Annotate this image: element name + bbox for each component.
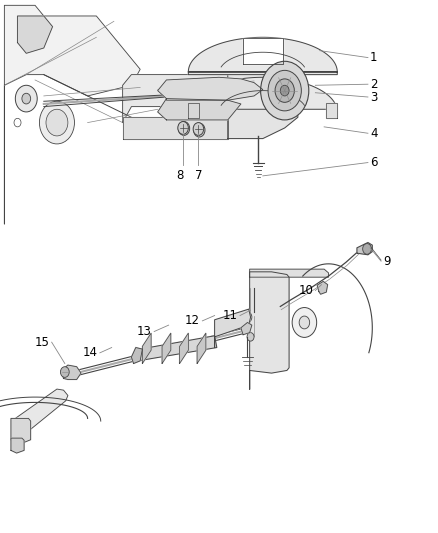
- Text: 12: 12: [185, 314, 200, 327]
- Circle shape: [247, 333, 254, 341]
- Polygon shape: [188, 37, 337, 75]
- Polygon shape: [197, 333, 206, 364]
- Polygon shape: [123, 75, 263, 123]
- Text: 3: 3: [370, 91, 378, 103]
- Circle shape: [178, 122, 190, 135]
- Polygon shape: [228, 53, 298, 139]
- Text: 14: 14: [83, 346, 98, 359]
- Text: 4: 4: [370, 127, 378, 140]
- Circle shape: [299, 316, 310, 329]
- Text: 15: 15: [35, 336, 49, 349]
- Circle shape: [280, 85, 289, 96]
- Polygon shape: [188, 103, 199, 118]
- Circle shape: [275, 79, 294, 102]
- Polygon shape: [243, 38, 283, 64]
- Polygon shape: [142, 333, 151, 364]
- Circle shape: [46, 109, 68, 136]
- Text: 11: 11: [223, 309, 238, 322]
- Text: 9: 9: [383, 255, 391, 268]
- Circle shape: [60, 367, 69, 377]
- Polygon shape: [61, 365, 81, 379]
- Circle shape: [243, 312, 252, 322]
- Polygon shape: [158, 99, 241, 120]
- Polygon shape: [180, 333, 188, 364]
- Circle shape: [22, 93, 31, 104]
- Circle shape: [194, 123, 205, 137]
- Circle shape: [363, 244, 371, 254]
- Polygon shape: [317, 281, 328, 294]
- Polygon shape: [131, 348, 142, 364]
- Text: 1: 1: [370, 51, 378, 64]
- Polygon shape: [138, 336, 217, 361]
- Polygon shape: [158, 77, 263, 100]
- Polygon shape: [18, 16, 53, 53]
- Text: 6: 6: [370, 156, 378, 169]
- Polygon shape: [13, 389, 68, 433]
- Circle shape: [268, 70, 301, 111]
- Text: 7: 7: [194, 169, 202, 182]
- Circle shape: [261, 61, 309, 120]
- Polygon shape: [215, 309, 251, 348]
- Polygon shape: [4, 5, 140, 224]
- Circle shape: [178, 122, 188, 134]
- Polygon shape: [11, 438, 24, 453]
- Polygon shape: [162, 333, 171, 364]
- Circle shape: [15, 85, 37, 112]
- Polygon shape: [250, 269, 328, 277]
- Polygon shape: [250, 272, 289, 389]
- Circle shape: [193, 123, 204, 135]
- Text: 10: 10: [298, 284, 313, 297]
- Polygon shape: [241, 322, 252, 335]
- Polygon shape: [11, 418, 31, 445]
- Text: 13: 13: [137, 325, 152, 338]
- Circle shape: [39, 101, 74, 144]
- Polygon shape: [123, 117, 228, 139]
- Polygon shape: [188, 77, 337, 112]
- Circle shape: [292, 308, 317, 337]
- Polygon shape: [326, 103, 337, 118]
- Text: 2: 2: [370, 78, 378, 91]
- Text: 8: 8: [176, 169, 183, 182]
- Polygon shape: [357, 243, 372, 255]
